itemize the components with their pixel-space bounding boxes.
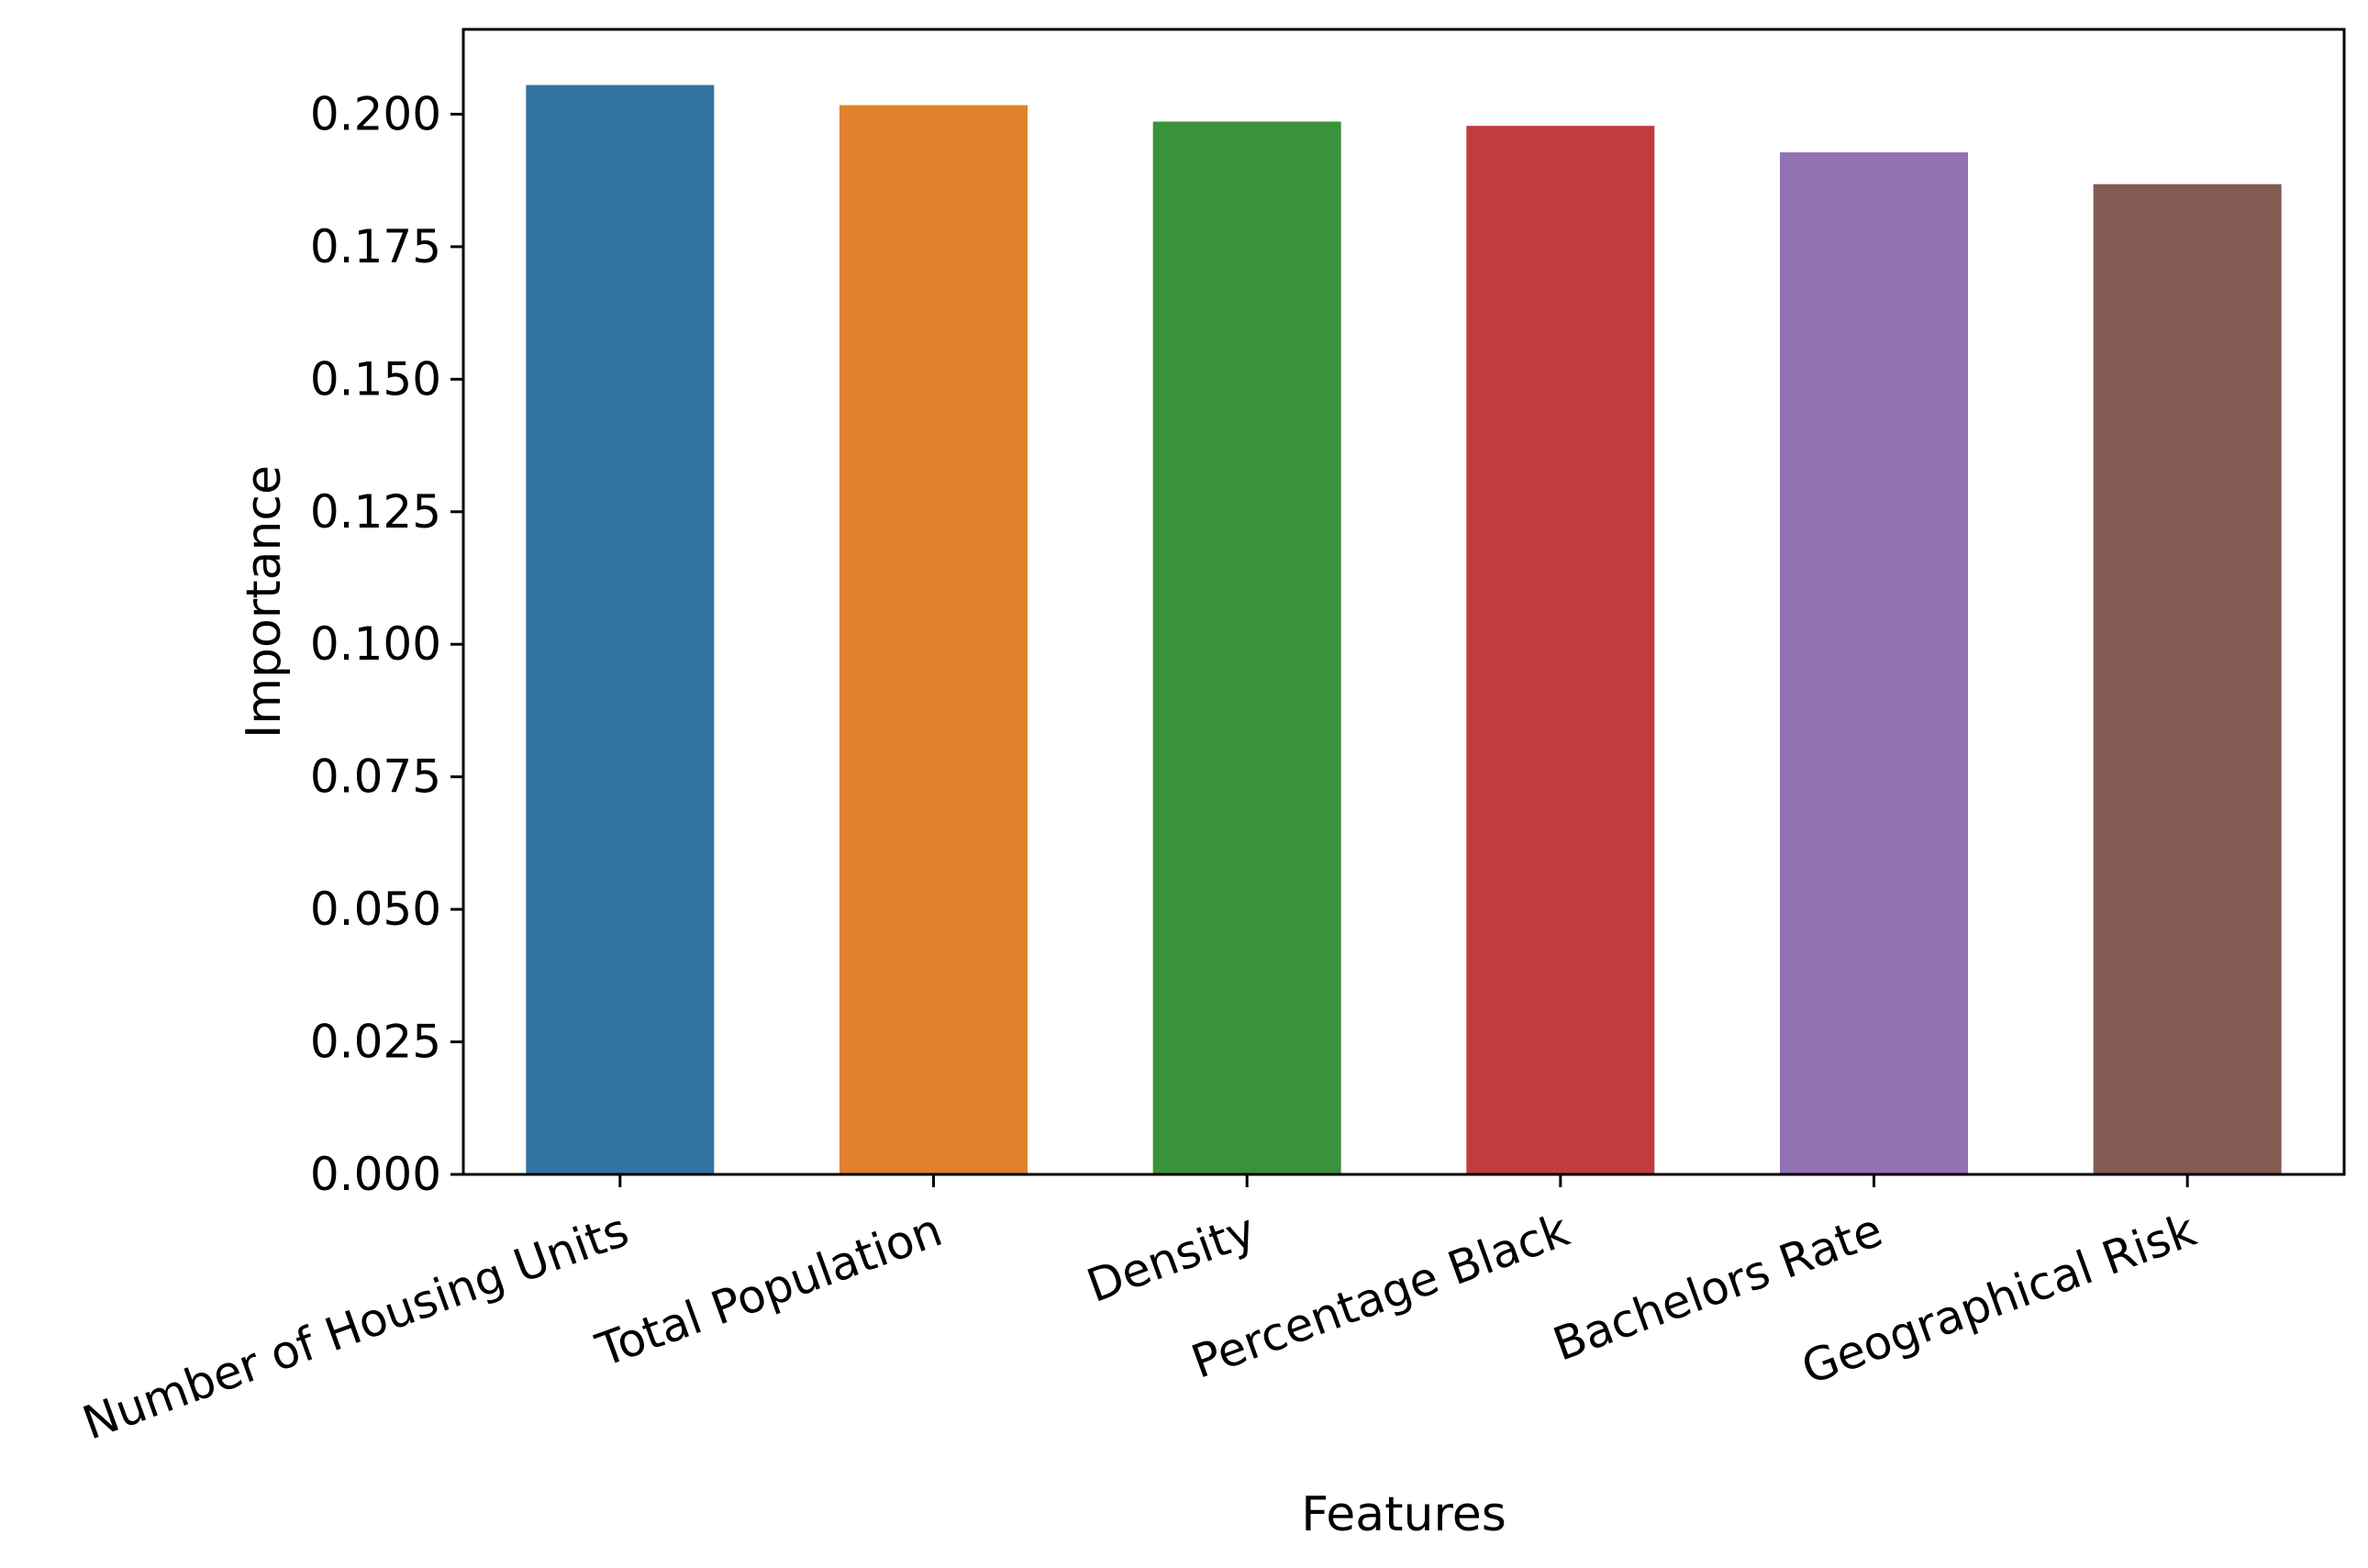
- y-axis-label: Importance: [237, 465, 292, 739]
- y-tick-label: 0.150: [310, 352, 441, 406]
- y-axis: 0.000 0.025 0.050 0.075 0.100 0.125 0.150 0.175…: [310, 87, 463, 1201]
- y-tick-label: 0.125: [310, 485, 441, 539]
- y-tick-label: 0.000: [310, 1148, 441, 1201]
- y-tick-label: 0.100: [310, 617, 441, 671]
- bar-3: [1466, 126, 1655, 1175]
- y-tick-label: 0.050: [310, 883, 441, 936]
- y-tick-label: 0.200: [310, 87, 441, 140]
- y-tick-label: 0.175: [310, 220, 441, 273]
- bar-5: [2093, 183, 2282, 1175]
- bars: [526, 84, 2282, 1175]
- bar-0: [526, 84, 715, 1175]
- plot-frame: [461, 28, 2346, 1176]
- y-tick-label: 0.075: [310, 751, 441, 804]
- y-tick-label: 0.025: [310, 1016, 441, 1069]
- x-axis-label: Features: [1301, 1487, 1506, 1542]
- bar-1: [839, 105, 1028, 1175]
- bar-2: [1152, 121, 1341, 1175]
- bar-4: [1780, 152, 1968, 1175]
